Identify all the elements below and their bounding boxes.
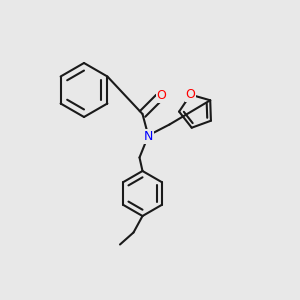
Text: O: O xyxy=(186,88,196,101)
Text: N: N xyxy=(144,130,153,143)
Text: O: O xyxy=(157,89,166,103)
